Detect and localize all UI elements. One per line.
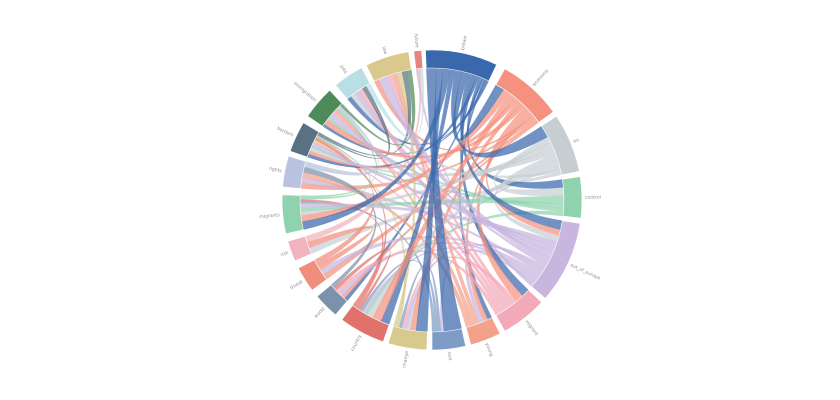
chord-segment-immigration[interactable] bbox=[307, 89, 343, 127]
segment-label-control: control bbox=[585, 195, 601, 201]
segment-label-economy: economy bbox=[532, 68, 550, 87]
segment-label-migrants: migrants bbox=[259, 212, 281, 220]
segment-label-out_of_europe: out_of_europe bbox=[569, 262, 601, 281]
chord-segment-economy[interactable] bbox=[495, 68, 554, 123]
segment-label-change: change bbox=[401, 350, 410, 368]
chord-segment-change[interactable] bbox=[387, 325, 428, 351]
chord-segment-law[interactable] bbox=[365, 51, 412, 82]
segment-label-jobs: jobs bbox=[338, 63, 349, 75]
segment-label-risk: risk bbox=[280, 250, 290, 259]
chord-segment-migrants[interactable] bbox=[281, 194, 304, 235]
chord-segment-country[interactable] bbox=[341, 304, 390, 343]
chord-segment-world[interactable] bbox=[316, 284, 348, 316]
chord-segment-future[interactable] bbox=[413, 50, 424, 70]
segment-label-britain: britain bbox=[460, 35, 469, 51]
segment-label-threat: threat bbox=[289, 279, 304, 292]
segment-label-young: young bbox=[484, 342, 494, 357]
segment-label-eu: eu bbox=[573, 138, 580, 145]
chord-segment-young[interactable] bbox=[465, 317, 501, 346]
chord-segment-britain[interactable] bbox=[425, 49, 497, 82]
segment-label-law: law bbox=[380, 46, 388, 56]
chord-segment-out_of_europe[interactable] bbox=[531, 220, 581, 299]
chord-segment-control[interactable] bbox=[562, 176, 583, 219]
segment-label-world: world bbox=[313, 306, 326, 319]
segment-label-exit: exit bbox=[446, 352, 453, 361]
segment-label-country: country bbox=[350, 334, 364, 353]
chord-segment-eu[interactable] bbox=[541, 115, 580, 176]
segment-label-borders: borders bbox=[276, 126, 295, 139]
segment-label-immigration: immigration bbox=[292, 81, 317, 104]
chord-segment-rights[interactable] bbox=[282, 155, 307, 189]
segment-label-future: future bbox=[413, 34, 420, 49]
chord-segment-exit[interactable] bbox=[431, 328, 467, 351]
chord-segment-migrant[interactable] bbox=[495, 289, 543, 332]
segment-label-rights: rights bbox=[268, 166, 283, 175]
chord-segment-jobs[interactable] bbox=[335, 67, 371, 100]
chord-segment-borders[interactable] bbox=[289, 122, 320, 158]
chord-segment-risk[interactable] bbox=[287, 236, 312, 262]
chord-segment-threat[interactable] bbox=[297, 259, 328, 291]
segment-label-migrant: migrant bbox=[523, 319, 539, 337]
